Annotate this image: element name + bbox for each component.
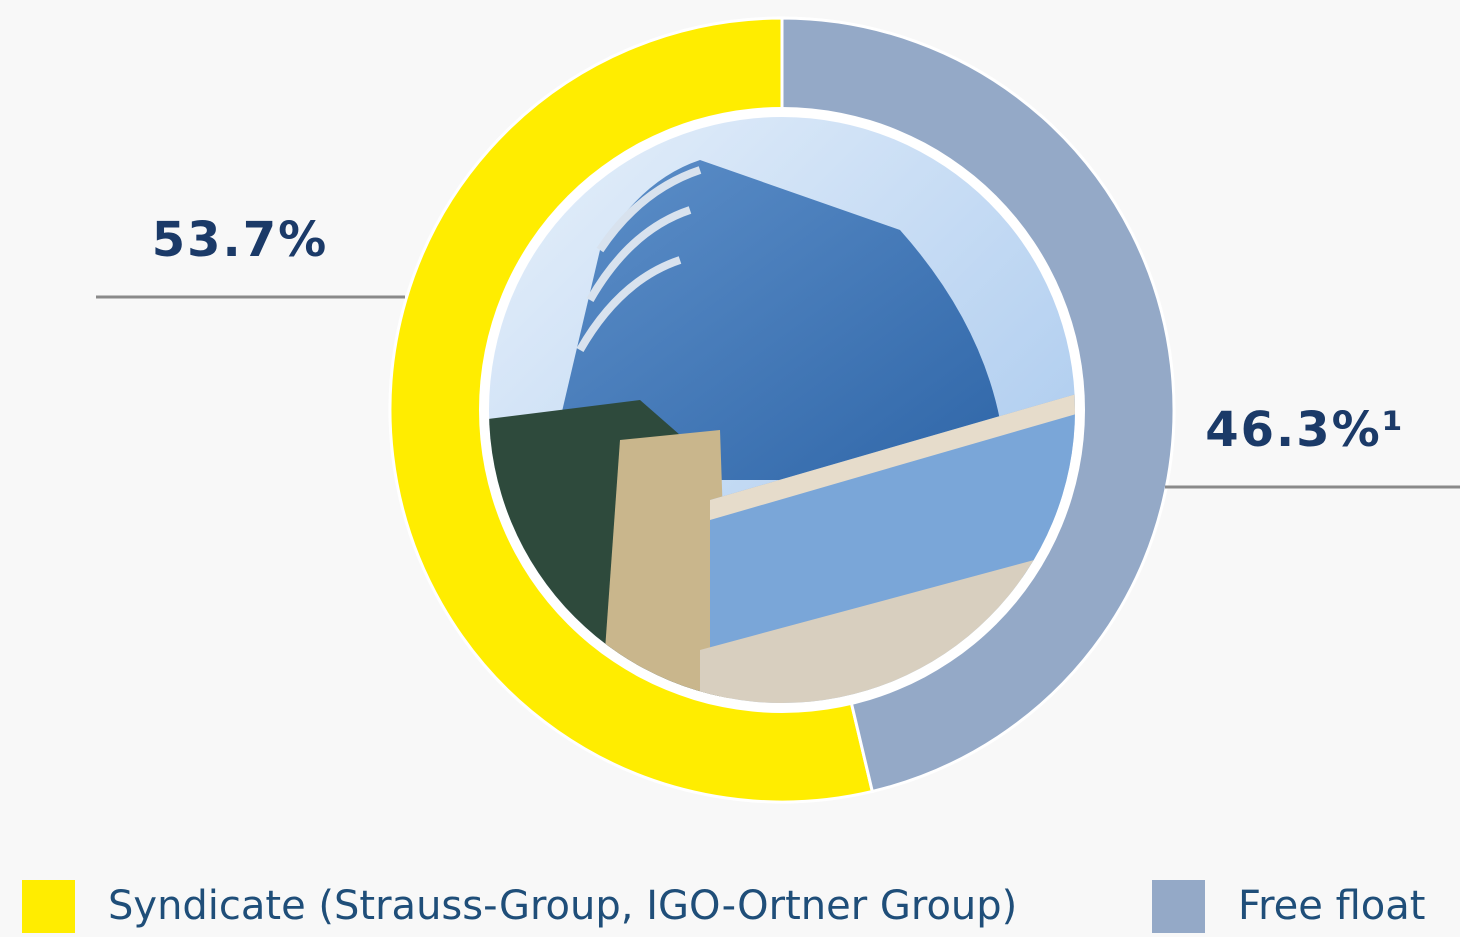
- legend-label: Syndicate (Strauss-Group, IGO-Ortner Gro…: [108, 883, 1017, 929]
- page: Syndicate (Strauss-Group, IGO-Ortner Gro…: [0, 0, 1460, 937]
- value-label: 46.3%¹: [1205, 402, 1405, 458]
- legend-swatch: [22, 880, 75, 933]
- legend-label: Free float: [1238, 883, 1425, 929]
- chart: Syndicate (Strauss-Group, IGO-Ortner Gro…: [0, 0, 1460, 937]
- legend-swatch: [1152, 880, 1205, 933]
- value-label: 53.7%: [152, 212, 329, 268]
- legend: Syndicate (Strauss-Group, IGO-Ortner Gro…: [22, 880, 1425, 933]
